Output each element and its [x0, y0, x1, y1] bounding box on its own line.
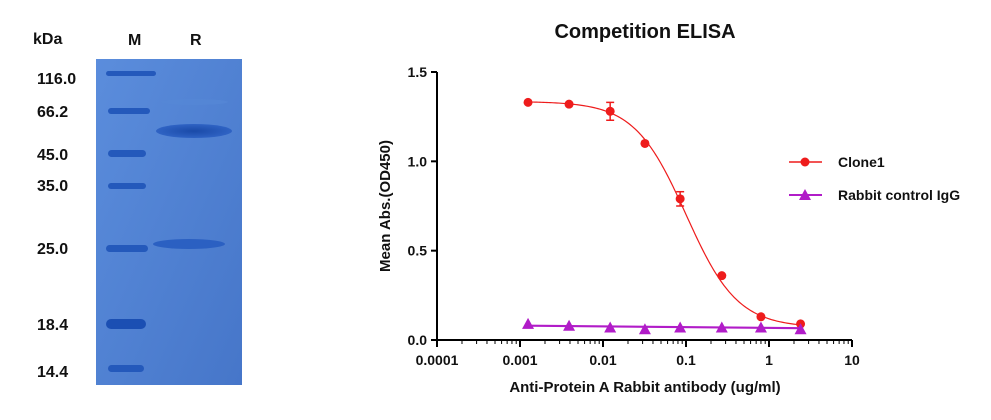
- mw-label-18: 18.4: [37, 317, 68, 334]
- x-tick-label: 0.001: [502, 352, 537, 368]
- gel-image: [96, 59, 242, 385]
- series-layer: [522, 97, 807, 335]
- mw-label-116: 116.0: [37, 71, 76, 88]
- x-tick-label: 1: [765, 352, 773, 368]
- data-point-rabbit-igg: [794, 323, 807, 335]
- sample-lane: [153, 99, 232, 249]
- series-rabbit-igg: [522, 317, 807, 335]
- sample-band-faint: [160, 99, 228, 105]
- lane-label-r: R: [190, 32, 202, 49]
- data-point-clone1: [756, 312, 766, 322]
- marker-band-14: [108, 365, 144, 372]
- data-point-clone1: [717, 271, 727, 281]
- data-point-clone1: [640, 138, 650, 148]
- fit-line-clone1: [528, 101, 801, 326]
- y-axis-label: Mean Abs.(OD450): [377, 140, 394, 272]
- legend-label-rabbit-igg: Rabbit control IgG: [838, 187, 960, 203]
- mw-label-45: 45.0: [37, 147, 68, 164]
- mw-label-14: 14.4: [37, 364, 68, 381]
- marker-band-18: [106, 319, 146, 329]
- legend-marker-clone1: [800, 157, 810, 167]
- chart-axes: [436, 72, 852, 341]
- chart-title: Competition ELISA: [554, 21, 735, 43]
- x-tick-label: 0.0001: [416, 352, 459, 368]
- mw-label-66: 66.2: [37, 104, 68, 121]
- sample-band-heavy: [156, 124, 232, 138]
- data-point-rabbit-igg: [563, 319, 576, 331]
- fit-line-rabbit-igg: [528, 324, 801, 330]
- data-point-rabbit-igg: [715, 321, 728, 333]
- marker-band-35: [108, 183, 146, 189]
- sample-band-light: [153, 239, 225, 249]
- marker-band-116: [106, 71, 156, 76]
- y-tick-label: 1.5: [408, 64, 428, 80]
- legend-label-clone1: Clone1: [838, 154, 885, 170]
- data-point-rabbit-igg: [754, 321, 767, 333]
- y-tick-label: 0.5: [408, 243, 428, 259]
- lane-label-m: M: [128, 32, 141, 49]
- data-point-clone1: [564, 99, 574, 109]
- y-ticks: 0.0 0.5 1.0 1.5: [408, 64, 437, 348]
- mw-label-25: 25.0: [37, 241, 68, 258]
- y-tick-label: 0.0: [408, 332, 428, 348]
- data-point-rabbit-igg: [522, 317, 535, 329]
- x-tick-label: 10: [844, 352, 860, 368]
- marker-lane: [106, 71, 156, 372]
- data-point-rabbit-igg: [604, 321, 617, 333]
- x-tick-label: 0.01: [589, 352, 616, 368]
- data-point-rabbit-igg: [674, 321, 687, 333]
- x-axis-label: Anti-Protein A Rabbit antibody (ug/ml): [509, 379, 780, 396]
- gel-panel: kDa M R 116.0 66.2 45.0 35.0 25.0 18.4 1…: [33, 31, 242, 385]
- data-point-rabbit-igg: [638, 323, 651, 335]
- chart-panel: Competition ELISA 0.00.51.01.5 0.0001 0.0…: [377, 21, 960, 396]
- x-tick-label: 0.1: [676, 352, 696, 368]
- legend-marker-rabbit-igg: [799, 189, 811, 200]
- data-point-clone1: [675, 194, 685, 204]
- marker-band-25: [106, 245, 148, 252]
- mw-label-35: 35.0: [37, 178, 68, 195]
- series-clone1: [523, 97, 806, 329]
- x-ticks: 0.0001 0.001 0.01 0.1 1 10: [416, 340, 860, 368]
- gel-unit-label: kDa: [33, 31, 62, 48]
- legend-item-clone1: Clone1: [789, 154, 885, 170]
- data-point-clone1: [523, 97, 533, 107]
- marker-band-66: [108, 108, 150, 114]
- legend-item-rabbit-igg: Rabbit control IgG: [789, 187, 960, 203]
- legend: Clone1 Rabbit control IgG: [789, 154, 960, 203]
- data-point-clone1: [605, 106, 615, 116]
- y-tick-label: 1.0: [408, 153, 428, 169]
- marker-band-45: [108, 150, 146, 157]
